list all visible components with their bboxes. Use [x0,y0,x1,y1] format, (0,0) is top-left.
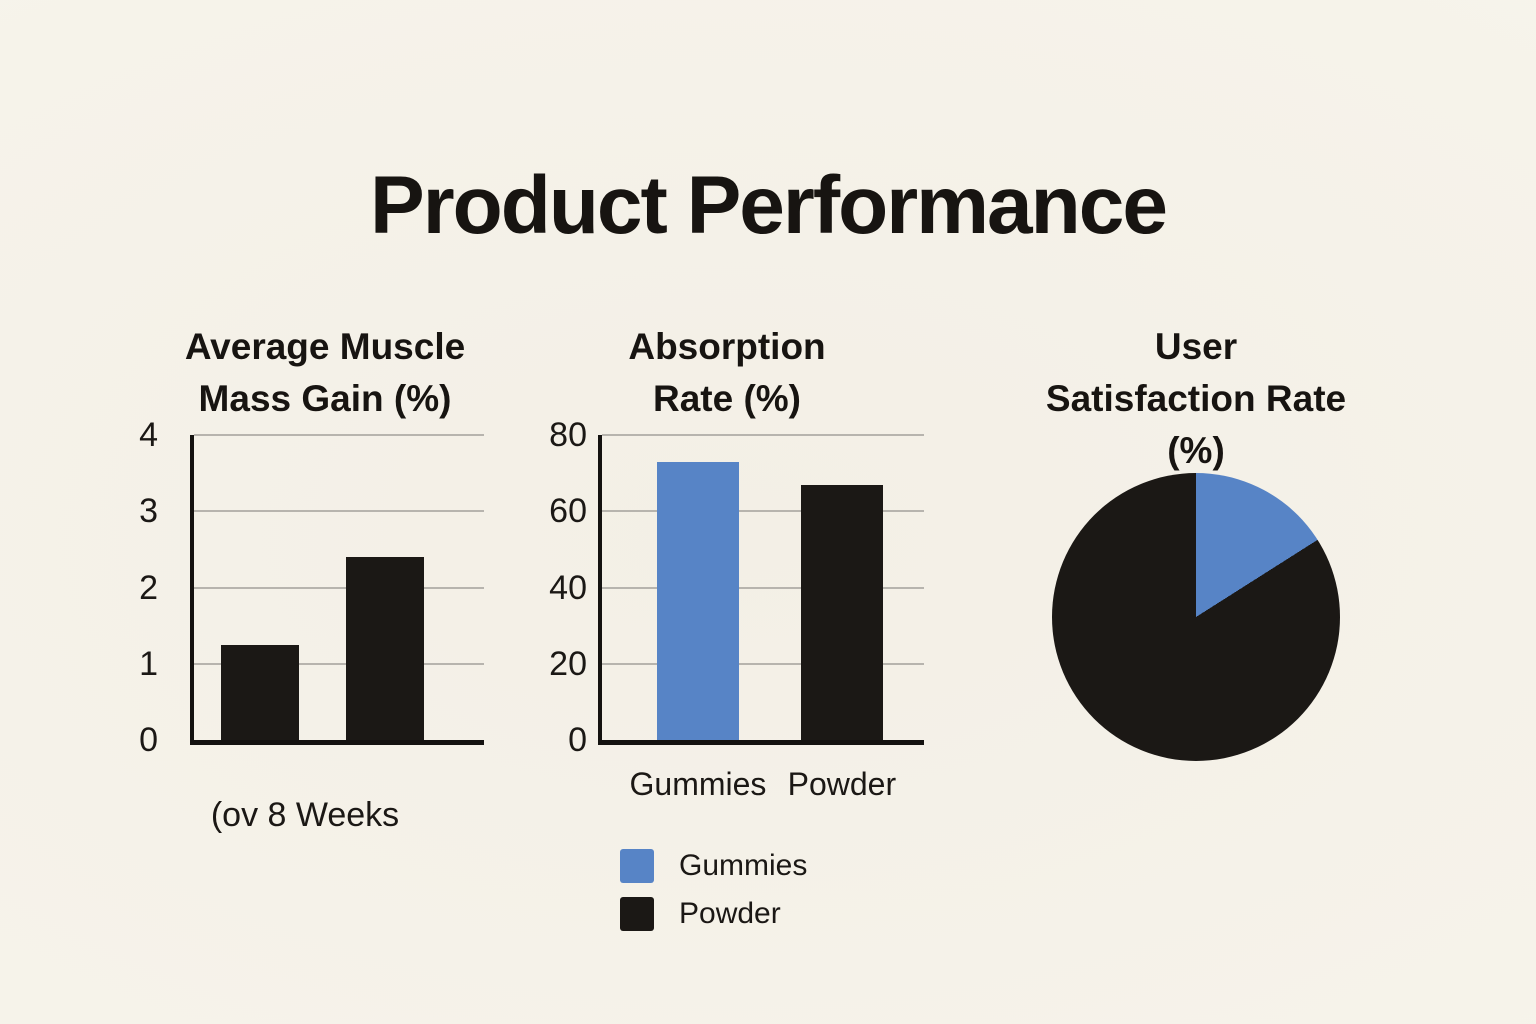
legend-item-gummies: Gummies [620,849,807,883]
x-axis-caption: (ov 8 Weeks [210,796,400,834]
bar-powder [800,485,883,740]
gridline-y-2 [194,586,484,589]
chart-title-absorption-rate: Absorption Rate (%) [628,325,826,419]
pie-chart-user-satisfaction [1052,473,1340,761]
gridline-y-20 [602,662,924,665]
y-tick-label: 80 [549,416,587,454]
gridline-y-4 [194,434,484,436]
legend-label: Powder [679,897,781,930]
x-tick-label-gummies: Gummies [629,766,767,802]
y-tick-label: 60 [549,492,587,531]
bar-series-1 [346,557,425,740]
bar-gummies [656,462,739,740]
legend-swatch-powder [620,897,654,931]
bar-plot-muscle-mass-gain: 0 1 2 3 4 [139,418,484,757]
y-tick-label: 3 [139,492,158,531]
page-title: Product Performance [370,159,1168,251]
gridline-y-40 [602,586,924,589]
x-tick-label-powder: Powder [787,766,897,802]
bar-series-0 [221,645,300,740]
y-tick-label: 0 [568,721,587,759]
legend-label: Gummies [679,849,808,882]
y-tick-label: 4 [139,416,158,454]
chart-legend: Gummies Powder [620,849,807,931]
y-tick-label: 20 [549,644,587,683]
legend-swatch-gummies [620,849,654,883]
gridline-y-60 [602,510,924,513]
gridline-y-1 [194,662,484,665]
y-tick-label: 40 [549,568,587,607]
y-tick-label: 0 [139,721,158,759]
y-tick-label: 1 [139,644,158,683]
chart-title-user-satisfaction: User Satisfaction Rate (%) [1045,325,1347,471]
y-tick-label: 2 [139,568,158,607]
legend-item-powder: Powder [620,897,807,931]
bar-plot-absorption-rate: 0 20 40 60 80 Gummies Powder [549,418,924,800]
chart-title-muscle-mass-gain: Average Muscle Mass Gain (%) [184,325,466,419]
gridline-y-80 [602,434,924,436]
gridline-y-3 [194,510,484,513]
